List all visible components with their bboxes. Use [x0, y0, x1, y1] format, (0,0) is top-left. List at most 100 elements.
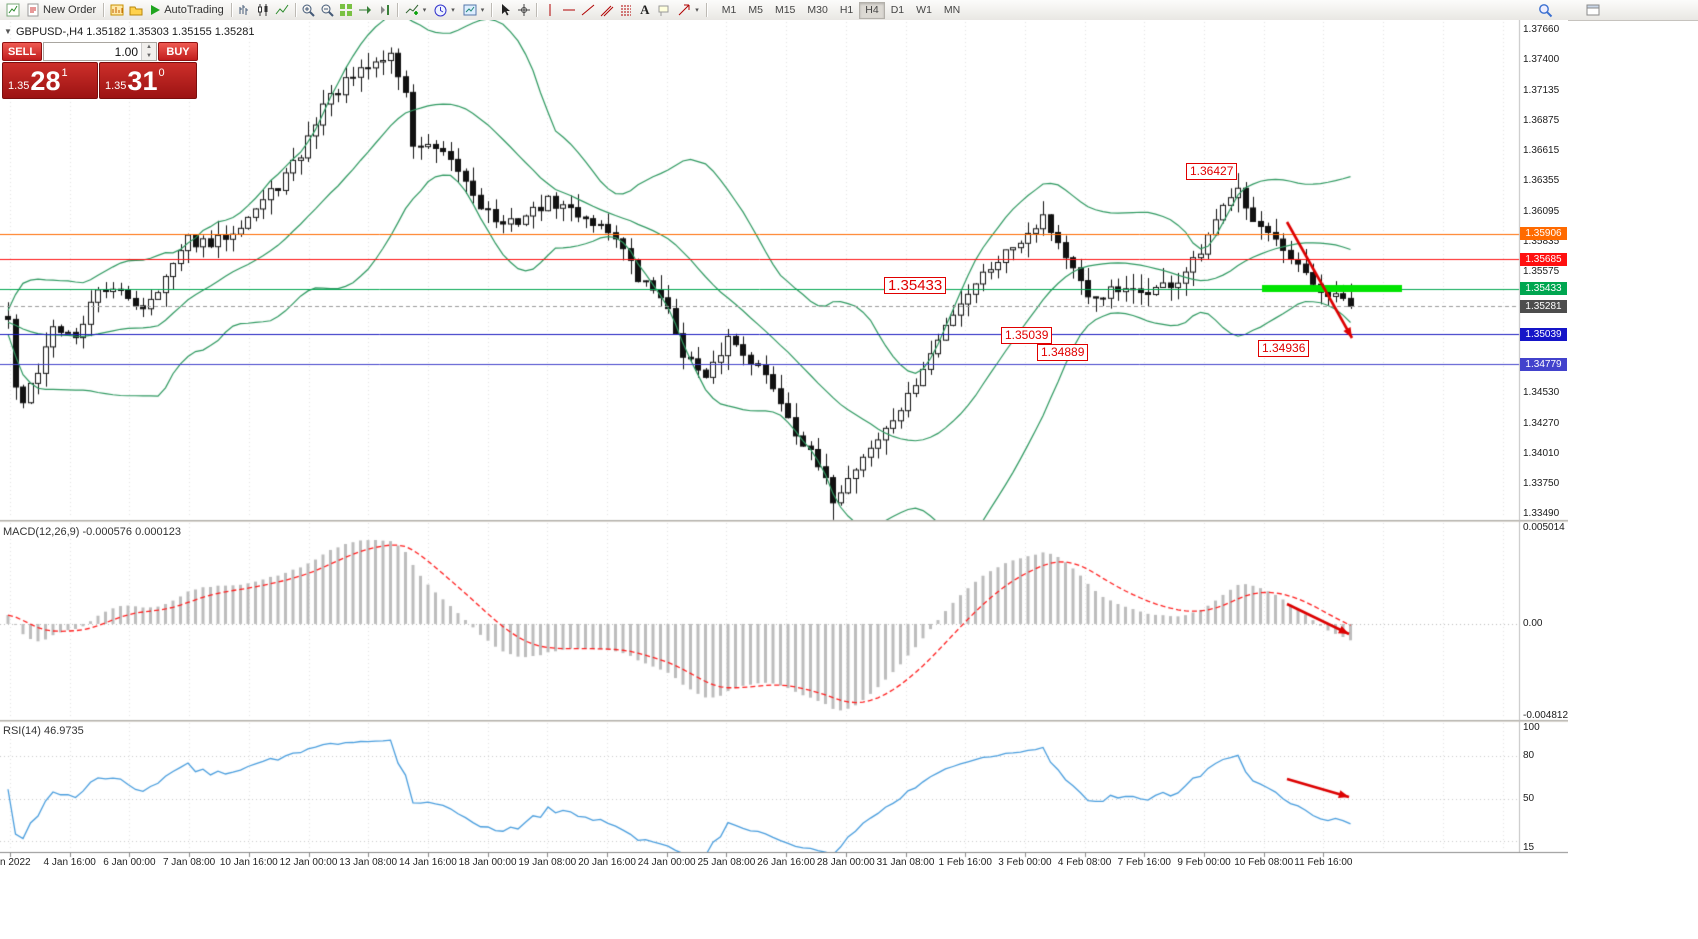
arrows-tool-button[interactable]: ▾ — [673, 1, 703, 19]
price-axis-label: 1.36095 — [1523, 205, 1560, 217]
sell-price-big: 28 — [30, 66, 61, 96]
time-axis-label: 12 Jan 00:00 — [279, 857, 338, 868]
annotation-price-label[interactable]: 1.35039 — [1001, 327, 1053, 344]
candlestick-chart-icon[interactable] — [254, 1, 273, 19]
tile-windows-icon[interactable] — [337, 1, 356, 19]
sell-price-box[interactable]: 1.35 28 1 — [2, 62, 98, 99]
chevron-down-icon: ▾ — [422, 7, 427, 14]
autotrading-label: AutoTrading — [164, 4, 224, 16]
timeframe-button-MN[interactable]: MN — [938, 2, 966, 19]
time-axis-label: 6 Jan 00:00 — [103, 857, 156, 868]
rsi-axis-label: 80 — [1523, 750, 1535, 762]
toolbar-separator — [705, 3, 707, 17]
volume-value: 1.00 — [114, 44, 138, 59]
price-axis-label: 1.35835 — [1523, 235, 1560, 247]
buy-price-base: 1.35 — [105, 80, 127, 92]
templates-button[interactable]: ▾ — [459, 1, 489, 19]
horizontal-line-tool-icon[interactable] — [559, 1, 578, 19]
cursor-icon[interactable] — [495, 1, 514, 19]
annotation-price-label[interactable]: 1.34889 — [1037, 344, 1089, 361]
timeframe-button-D1[interactable]: D1 — [885, 2, 910, 19]
zoom-out-icon[interactable] — [318, 1, 337, 19]
search-icon[interactable] — [1536, 1, 1555, 19]
auto-scroll-icon[interactable] — [356, 1, 375, 19]
template-icon — [463, 4, 477, 16]
text-tool-glyph: A — [640, 2, 650, 17]
time-axis-label: 9 Feb 00:00 — [1177, 857, 1231, 868]
line-chart-icon[interactable] — [273, 1, 292, 19]
macd-axis-label: 0.005014 — [1523, 522, 1565, 533]
new-window-icon[interactable] — [1583, 1, 1602, 19]
time-axis-label: 4 Jan 16:00 — [43, 857, 96, 868]
price-axis-label: 1.34010 — [1523, 447, 1560, 459]
volume-up-icon[interactable]: ▲ — [142, 43, 156, 52]
volume-stepper: ▲ ▼ — [141, 43, 156, 60]
annotation-price-label[interactable]: 1.35433 — [884, 277, 947, 294]
label-tool-icon[interactable] — [654, 1, 673, 19]
macd-axis-label: 0.00 — [1523, 617, 1543, 629]
periods-button[interactable]: ▾ — [430, 1, 459, 19]
time-axis-label: 11 Feb 16:00 — [1294, 857, 1353, 868]
time-axis-label: 18 Jan 00:00 — [458, 857, 517, 868]
toolbar-separator — [103, 3, 105, 17]
time-axis-label: 25 Jan 08:00 — [697, 857, 756, 868]
zoom-in-icon[interactable] — [299, 1, 318, 19]
time-axis-label: 13 Jan 08:00 — [339, 857, 398, 868]
sell-price-pip: 1 — [61, 67, 68, 79]
price-tag-1.35685: 1.35685 — [1520, 252, 1567, 266]
new-chart-icon[interactable] — [107, 1, 126, 19]
toolbar-separator — [294, 3, 296, 17]
channel-tool-icon[interactable] — [597, 1, 616, 19]
arrow-tool-icon — [678, 4, 690, 16]
chart-canvas[interactable] — [0, 20, 1568, 872]
timeframe-toolbar: M1 M5 M15 M30 H1 H4 D1 W1 MN — [716, 1, 966, 19]
timeframe-button-W1[interactable]: W1 — [910, 2, 938, 19]
time-axis-label: 10 Jan 16:00 — [219, 857, 278, 868]
toolbar-separator — [396, 3, 398, 17]
rsi-axis-label: 15 — [1523, 842, 1535, 853]
chart-shift-icon[interactable] — [375, 1, 394, 19]
clock-icon — [434, 4, 447, 16]
crosshair-icon[interactable] — [514, 1, 533, 19]
sell-button[interactable]: SELL — [2, 42, 42, 61]
price-axis-label: 1.35575 — [1523, 266, 1560, 278]
rsi-axis-label: 100 — [1523, 722, 1540, 733]
chart-window: ▼ GBPUSD-,H4 1.35182 1.35303 1.35155 1.3… — [0, 20, 1568, 872]
price-axis-label: 1.34270 — [1523, 417, 1560, 429]
fibonacci-tool-icon[interactable] — [616, 1, 635, 19]
sell-price-base: 1.35 — [8, 80, 30, 92]
macd-indicator-label: MACD(12,26,9) -0.000576 0.000123 — [3, 526, 181, 538]
bar-chart-icon[interactable] — [235, 1, 254, 19]
chevron-down-icon: ▾ — [480, 7, 485, 14]
new-order-button[interactable]: New Order — [22, 1, 100, 19]
timeframe-button-M5[interactable]: M5 — [742, 2, 769, 19]
vertical-line-tool-icon[interactable] — [540, 1, 559, 19]
price-tag-1.34779: 1.34779 — [1520, 357, 1567, 371]
annotation-price-label[interactable]: 1.34936 — [1258, 340, 1310, 357]
autotrading-button[interactable]: AutoTrading — [145, 1, 228, 19]
one-click-collapse-icon[interactable]: ▼ — [4, 27, 12, 36]
price-axis-label: 1.36875 — [1523, 115, 1560, 127]
buy-price-box[interactable]: 1.35 31 0 — [99, 62, 197, 99]
timeframe-button-M1[interactable]: M1 — [716, 2, 743, 19]
buy-button[interactable]: BUY — [158, 42, 198, 61]
time-axis-label: 14 Jan 16:00 — [398, 857, 457, 868]
indicators-button[interactable]: ▾ — [401, 1, 431, 19]
annotation-price-label[interactable]: 1.36427 — [1186, 163, 1238, 180]
timeframe-button-M30[interactable]: M30 — [801, 2, 833, 19]
time-axis-label: 10 Feb 08:00 — [1234, 857, 1294, 868]
trendline-tool-icon[interactable] — [578, 1, 597, 19]
autotrading-play-icon — [151, 5, 161, 15]
volume-down-icon[interactable]: ▼ — [142, 51, 156, 60]
price-tag-1.35433: 1.35433 — [1520, 282, 1567, 295]
toolbar-separator — [230, 3, 232, 17]
price-axis-label: 1.37660 — [1523, 24, 1560, 35]
timeframe-button-M15[interactable]: M15 — [769, 2, 801, 19]
text-tool-icon[interactable]: A — [635, 1, 654, 19]
timeframe-button-H1[interactable]: H1 — [834, 2, 859, 19]
timeframe-button-H4[interactable]: H4 — [859, 1, 885, 19]
volume-input[interactable]: 1.00 ▲ ▼ — [43, 42, 157, 61]
profiles-icon[interactable] — [126, 1, 145, 19]
price-axis-label: 1.37400 — [1523, 54, 1560, 66]
